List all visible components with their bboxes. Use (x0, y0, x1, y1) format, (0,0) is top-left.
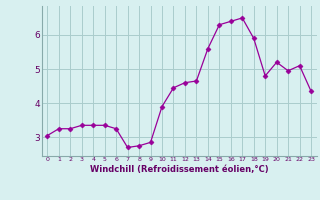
X-axis label: Windchill (Refroidissement éolien,°C): Windchill (Refroidissement éolien,°C) (90, 165, 268, 174)
